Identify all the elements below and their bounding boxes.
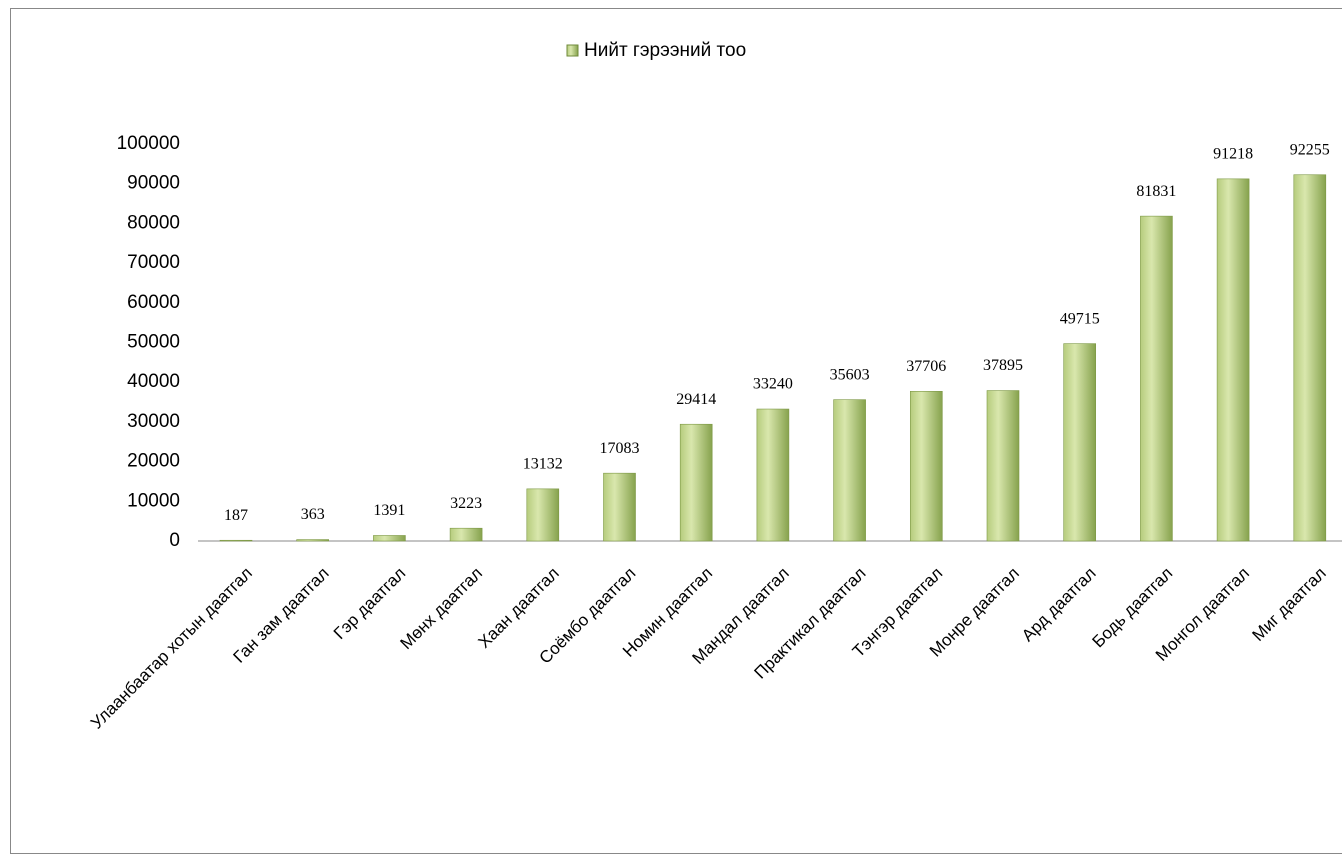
- x-tick-label: Хаан даатгал: [475, 564, 563, 652]
- x-tick-label: Гэр даатгал: [330, 564, 410, 644]
- bar: [1216, 178, 1250, 542]
- data-label: 37895: [983, 357, 1023, 374]
- y-tick-label: 70000: [127, 252, 180, 273]
- data-label: 92255: [1290, 141, 1330, 158]
- data-label: 49715: [1060, 310, 1100, 327]
- bar: [909, 391, 943, 542]
- y-tick-label: 30000: [127, 411, 180, 432]
- y-tick-label: 0: [169, 530, 180, 551]
- bar: [219, 539, 253, 542]
- bar: [1293, 174, 1327, 542]
- y-tick-label: 100000: [117, 133, 180, 154]
- legend-label: Нийт гэрээний тоо: [584, 40, 746, 61]
- data-label: 187: [224, 507, 248, 524]
- data-label: 1391: [373, 502, 405, 519]
- y-tick-label: 40000: [127, 371, 180, 392]
- y-tick-label: 20000: [127, 451, 180, 472]
- data-label: 3223: [450, 495, 482, 512]
- bar: [756, 408, 790, 542]
- x-tick-label: Бодь даатгал: [1089, 564, 1177, 652]
- bar: [296, 539, 330, 542]
- data-label: 29414: [676, 391, 716, 408]
- y-tick-label: 90000: [127, 173, 180, 194]
- bar: [526, 488, 560, 542]
- data-label: 81831: [1136, 183, 1176, 200]
- x-tick-label: Мөнх даатгал: [397, 564, 487, 654]
- bar: [986, 390, 1020, 542]
- x-tick-label: Улаанбаатар хотын даатгал: [87, 564, 256, 733]
- bar: [603, 472, 636, 542]
- bar: [833, 399, 866, 542]
- y-tick-label: 10000: [127, 490, 180, 511]
- data-label: 91218: [1213, 146, 1253, 163]
- bar: [373, 535, 406, 542]
- data-label: 13132: [523, 456, 563, 473]
- y-tick-label: 60000: [127, 292, 180, 313]
- bar: [679, 423, 713, 542]
- x-tick-label: Ард даатгал: [1018, 564, 1100, 646]
- data-label: 33240: [753, 376, 793, 393]
- chart-border: [10, 8, 1342, 854]
- y-tick-label: 80000: [127, 212, 180, 233]
- x-tick-label: Миг даатгал: [1248, 564, 1329, 645]
- legend-marker: [566, 44, 579, 57]
- bar: [449, 527, 483, 542]
- bar: [1063, 343, 1096, 542]
- data-label: 37706: [906, 358, 946, 375]
- data-label: 363: [301, 506, 325, 523]
- data-label: 35603: [830, 366, 870, 383]
- bar: [1140, 215, 1173, 542]
- data-label: 17083: [600, 440, 640, 457]
- y-tick-label: 50000: [127, 332, 180, 353]
